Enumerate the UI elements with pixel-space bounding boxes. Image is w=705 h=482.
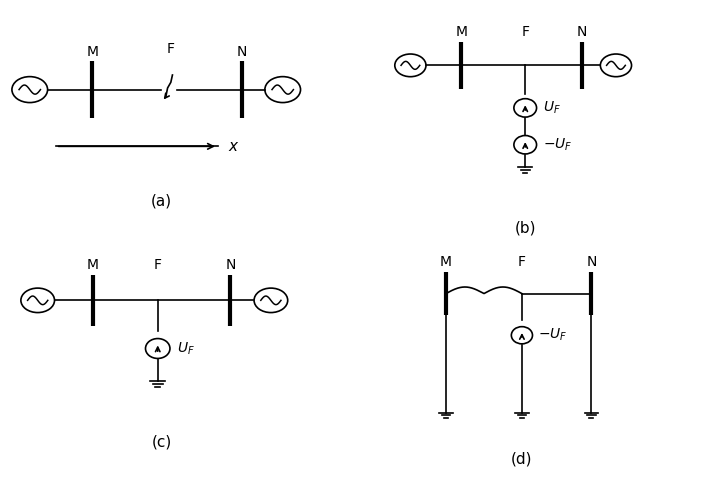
Text: N: N [237,45,247,59]
Text: (a): (a) [151,194,171,209]
Text: N: N [586,255,596,269]
Text: F: F [154,258,161,272]
Text: (b): (b) [515,221,536,236]
Text: $-U_F$: $-U_F$ [543,136,572,153]
Text: F: F [518,255,526,269]
Text: M: M [455,25,467,39]
Text: F: F [167,41,175,55]
Text: $x$: $x$ [228,139,239,154]
Text: (d): (d) [511,451,533,467]
Text: N: N [577,25,587,39]
Text: $U_F$: $U_F$ [177,340,195,357]
Text: F: F [521,25,529,39]
Text: M: M [440,255,452,269]
Text: $-U_F$: $-U_F$ [539,327,568,344]
Text: (c): (c) [152,434,172,449]
Text: N: N [225,258,235,272]
Text: M: M [87,258,99,272]
Text: $U_F$: $U_F$ [543,100,560,116]
Text: M: M [86,45,98,59]
